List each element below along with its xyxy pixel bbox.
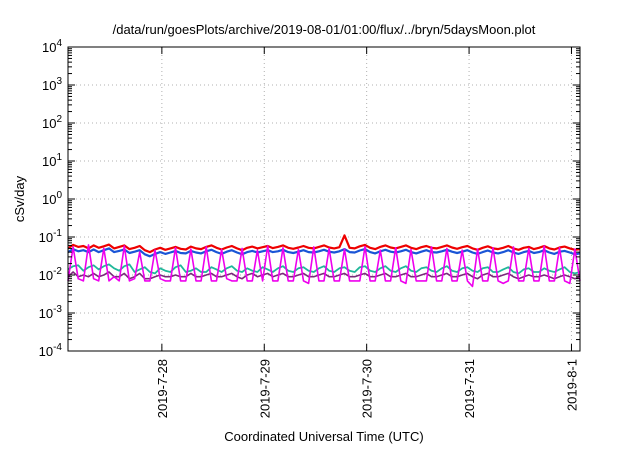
x-tick-label: 2019-8-1 bbox=[564, 359, 579, 411]
y-tick-label: 100 bbox=[42, 190, 62, 207]
y-tick-label: 101 bbox=[42, 152, 62, 169]
series-line-4 bbox=[67, 271, 581, 280]
y-tick-label: 10-1 bbox=[39, 228, 63, 245]
y-tick-label: 104 bbox=[42, 38, 62, 55]
chart-title: /data/run/goesPlots/archive/2019-08-01/0… bbox=[113, 22, 536, 37]
axes: 10-4 10-3 10-2 10-1 100 101 102 103 104 2019-7-28… bbox=[39, 38, 580, 418]
grid bbox=[68, 47, 580, 351]
y-tick-label: 102 bbox=[42, 114, 62, 131]
series-line-1 bbox=[67, 234, 581, 254]
y-tick-label: 10-4 bbox=[39, 342, 63, 359]
y-axis-label: cSv/day bbox=[12, 175, 27, 222]
x-tick-label: 2019-7-29 bbox=[257, 359, 272, 418]
series-layer bbox=[67, 234, 581, 288]
series-line-2 bbox=[67, 247, 581, 258]
y-tick-label: 10-2 bbox=[39, 266, 63, 283]
y-tick-label: 103 bbox=[42, 76, 62, 93]
x-tick-label: 2019-7-30 bbox=[360, 359, 375, 418]
x-tick-label: 2019-7-28 bbox=[155, 359, 170, 418]
series-line-5 bbox=[67, 244, 581, 288]
series-line-3 bbox=[67, 263, 581, 275]
x-axis-label: Coordinated Universal Time (UTC) bbox=[224, 429, 423, 444]
x-tick-label: 2019-7-31 bbox=[462, 359, 477, 418]
y-tick-label: 10-3 bbox=[39, 304, 63, 321]
